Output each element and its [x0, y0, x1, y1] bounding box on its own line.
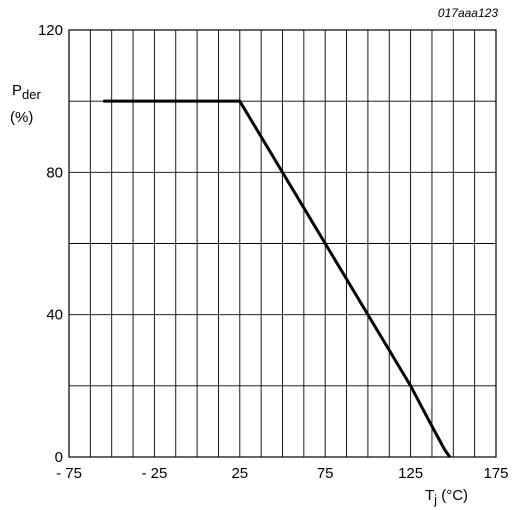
- y-axis-label: Pder: [12, 82, 41, 102]
- x-tick-label: 125: [398, 465, 423, 482]
- y-axis-label-sub: der: [22, 87, 41, 102]
- y-tick-label: 40: [46, 307, 63, 324]
- plot-frame: [68, 29, 497, 458]
- x-tick-labels: - 75 - 25 25 75 125 175: [56, 465, 508, 482]
- figure-code: 017aaa123: [438, 6, 498, 20]
- grid: [69, 30, 496, 457]
- x-tick-label: 75: [317, 465, 334, 482]
- x-axis-label-unit: (°C): [437, 487, 468, 504]
- series-line-power-derating: [103, 99, 452, 458]
- y-axis-unit: (%): [10, 109, 33, 126]
- x-axis-label-sub: j: [433, 492, 437, 507]
- y-tick-label: 0: [55, 449, 63, 466]
- x-tick-label: 25: [231, 465, 248, 482]
- x-axis-label-main: T: [425, 487, 434, 504]
- y-tick-label: 120: [38, 22, 63, 39]
- x-axis-label: Tj (°C): [425, 487, 468, 507]
- x-tick-label: 175: [483, 465, 508, 482]
- y-tick-label: 80: [46, 164, 63, 181]
- y-tick-labels: 0 40 80 120: [38, 22, 63, 466]
- y-axis-label-main: P: [12, 82, 22, 99]
- x-tick-label: - 75: [56, 465, 82, 482]
- x-tick-label: - 25: [141, 465, 167, 482]
